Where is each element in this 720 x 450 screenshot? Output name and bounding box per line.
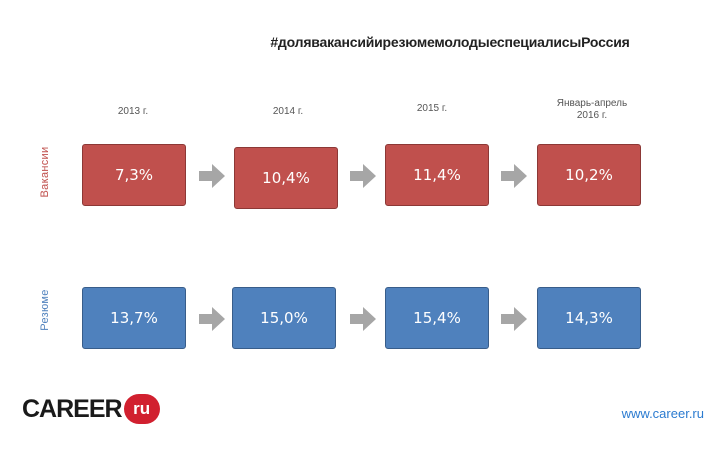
column-label-2015: 2015 г. [416, 103, 448, 114]
arrow-right-icon [199, 307, 225, 331]
page-title: #долявакансийирезюмемолодыеспециалисыРос… [270, 34, 630, 50]
row-label-resumes: Резюме [39, 289, 51, 331]
row-label-vacancies: Вакансии [39, 146, 51, 198]
resumes-2015-box: 15,4% [385, 287, 489, 349]
resumes-2013-box: 13,7% [82, 287, 186, 349]
vacancies-2013-box: 7,3% [82, 144, 186, 206]
vacancies-2014-box: 10,4% [234, 147, 338, 209]
arrow-right-icon [350, 164, 376, 188]
site-link[interactable]: www.career.ru [621, 406, 704, 421]
column-label-2016: Январь-апрель 2016 г. [556, 98, 628, 121]
column-label-2013: 2013 г. [117, 106, 149, 117]
arrow-right-icon [350, 307, 376, 331]
vacancies-2015-box: 11,4% [385, 144, 489, 206]
column-label-2014: 2014 г. [272, 106, 304, 117]
logo-text: CAREER [22, 394, 123, 423]
resumes-2016-box: 14,3% [537, 287, 641, 349]
arrow-right-icon [199, 164, 225, 188]
career-logo: CAREER ru [22, 392, 160, 426]
arrow-right-icon [501, 307, 527, 331]
vacancies-2016-box: 10,2% [537, 144, 641, 206]
logo-ru-badge: ru [123, 394, 160, 424]
arrow-right-icon [501, 164, 527, 188]
resumes-2014-box: 15,0% [232, 287, 336, 349]
